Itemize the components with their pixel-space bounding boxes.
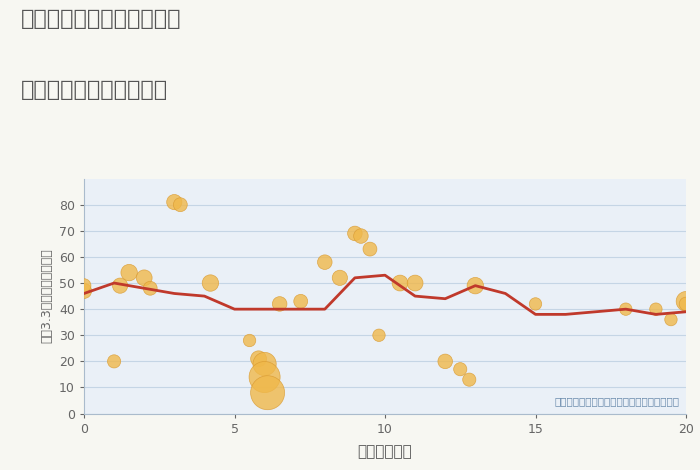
Text: 奈良県磯城郡三宅町小柳の: 奈良県磯城郡三宅町小柳の (21, 9, 181, 30)
Point (259, 360, 270, 368)
Point (620, 306, 631, 313)
Point (349, 230, 360, 237)
Point (463, 376, 475, 384)
Point (78, 287, 90, 295)
Point (175, 201, 186, 209)
Point (364, 245, 375, 253)
Point (205, 279, 216, 287)
Point (262, 389, 273, 397)
Point (169, 198, 180, 206)
Point (680, 298, 692, 305)
Text: 駅距離別中古戸建て価格: 駅距離別中古戸建て価格 (21, 80, 168, 100)
Point (253, 355, 264, 362)
Point (295, 298, 307, 305)
X-axis label: 駅距離（分）: 駅距離（分） (358, 444, 412, 459)
Point (650, 306, 662, 313)
Point (115, 282, 126, 290)
Point (259, 373, 270, 381)
Point (395, 279, 406, 287)
Point (455, 366, 466, 373)
Point (274, 300, 286, 308)
Point (530, 300, 541, 308)
Point (123, 269, 134, 276)
Point (335, 274, 346, 282)
Point (665, 316, 676, 323)
Point (145, 284, 156, 292)
Point (108, 358, 120, 365)
Point (470, 282, 481, 290)
Point (680, 300, 692, 308)
Point (356, 232, 367, 240)
Point (78, 282, 90, 290)
Y-axis label: 坪（3.3㎡）単価（万円）: 坪（3.3㎡）単価（万円） (41, 249, 53, 344)
Point (410, 279, 421, 287)
Point (244, 337, 256, 344)
Point (139, 274, 150, 282)
Text: 円の大きさは、取引のあった物件面積を示す: 円の大きさは、取引のあった物件面積を示す (555, 397, 680, 407)
Point (440, 358, 451, 365)
Point (319, 258, 330, 266)
Point (373, 331, 384, 339)
